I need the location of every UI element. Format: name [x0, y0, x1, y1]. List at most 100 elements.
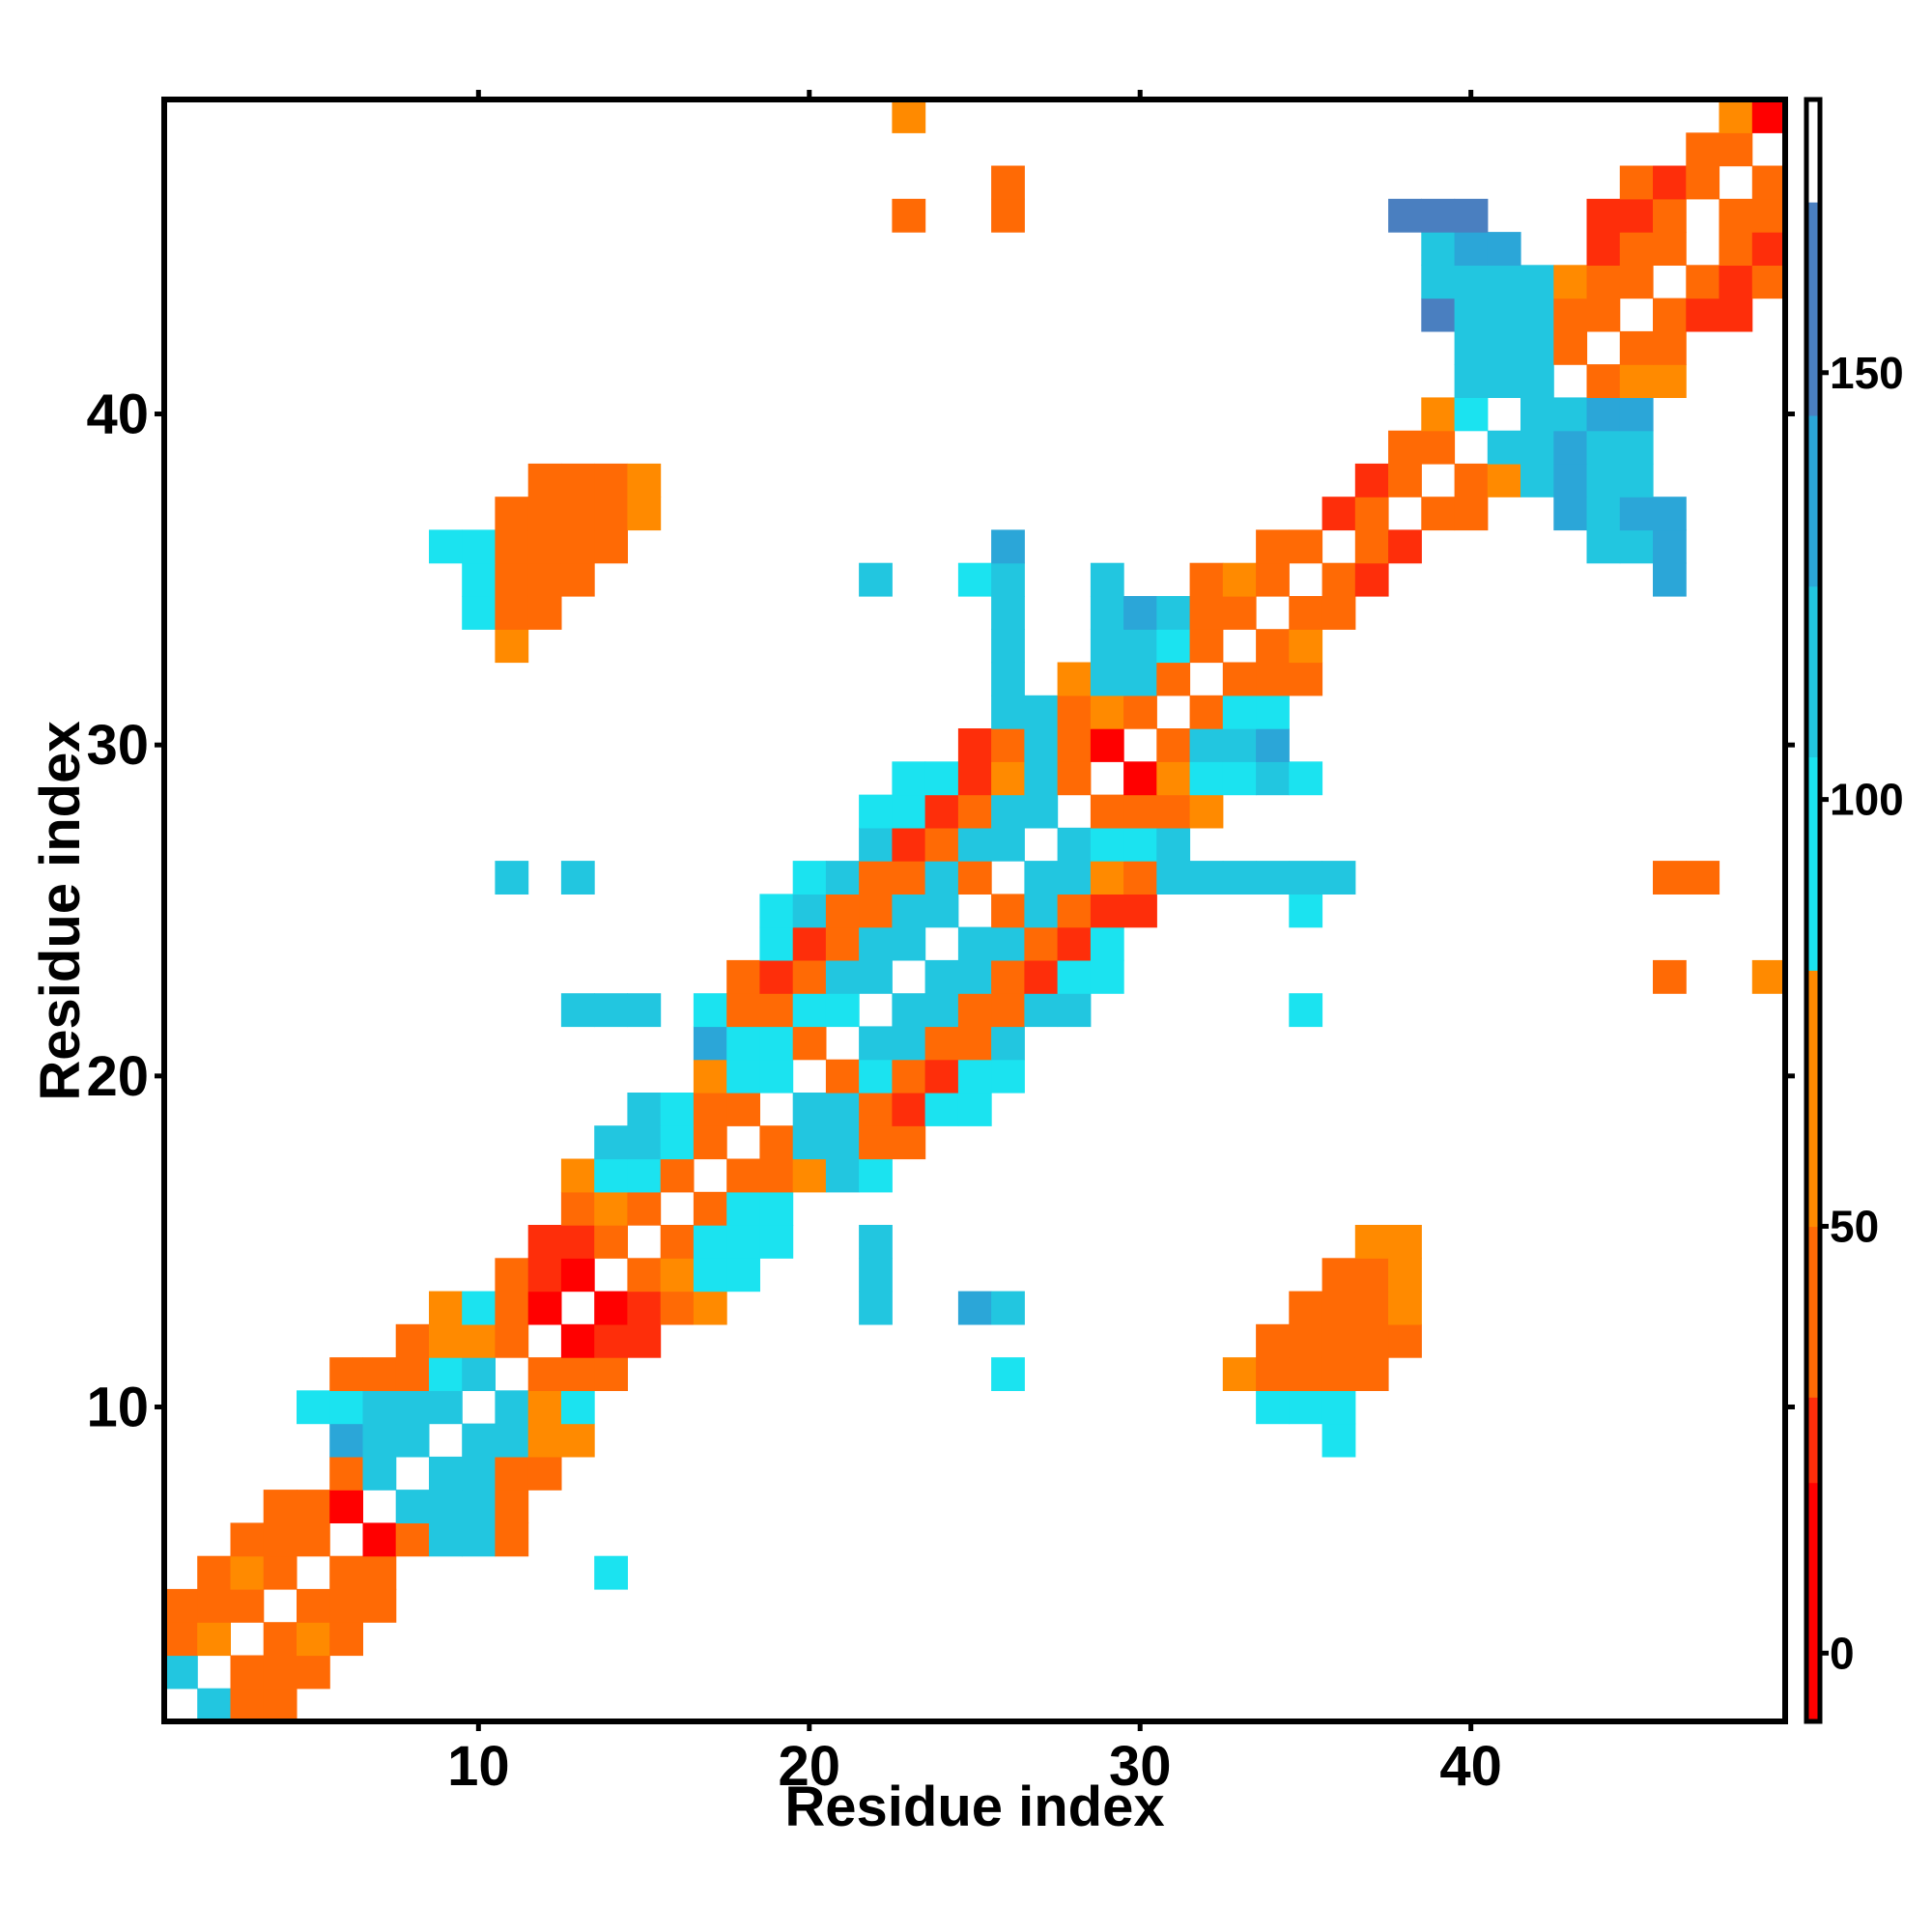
- heatmap-cell: [164, 1655, 198, 1690]
- heatmap-cell: [1222, 596, 1257, 630]
- heatmap-cell: [1189, 861, 1224, 895]
- heatmap-cell: [1156, 761, 1191, 796]
- heatmap-cell: [1289, 861, 1323, 895]
- heatmap-cell: [527, 1291, 562, 1325]
- heatmap-cell: [1156, 794, 1191, 829]
- heatmap-cell: [1256, 728, 1290, 762]
- heatmap-cell: [395, 1390, 430, 1425]
- heatmap-cell: [362, 1522, 397, 1557]
- heatmap-cell: [1123, 861, 1157, 895]
- heatmap-cell: [1719, 232, 1753, 266]
- heatmap-cell: [1156, 861, 1191, 895]
- heatmap-cell: [1256, 1390, 1290, 1425]
- heatmap-cell: [1388, 1225, 1422, 1259]
- heatmap-cell: [859, 1225, 893, 1259]
- heatmap-cell: [957, 1093, 992, 1126]
- heatmap-cell: [1520, 265, 1554, 299]
- heatmap-cell: [560, 1423, 595, 1458]
- heatmap-cell: [924, 894, 959, 928]
- heatmap-cell: [462, 1456, 496, 1491]
- heatmap-cell: [825, 1093, 860, 1126]
- heatmap-cell: [1189, 629, 1224, 664]
- colorbar-band: [1806, 202, 1820, 416]
- heatmap-cell: [495, 1490, 529, 1523]
- heatmap-cell: [1222, 662, 1257, 696]
- colorbar-band: [1806, 1226, 1820, 1398]
- heatmap-cell: [1586, 529, 1621, 564]
- heatmap-cell: [1189, 562, 1224, 597]
- heatmap-cell: [263, 1655, 298, 1690]
- heatmap-cell: [1256, 861, 1290, 895]
- heatmap-cell: [1586, 463, 1621, 497]
- heatmap-cell: [329, 1423, 363, 1458]
- colorbar-band: [1806, 415, 1820, 587]
- heatmap-cell: [1289, 761, 1323, 796]
- heatmap-cell: [1222, 861, 1257, 895]
- colorbar-band: [1806, 1397, 1820, 1484]
- heatmap-cell: [957, 794, 992, 829]
- x-tick-label: 40: [1439, 1735, 1502, 1798]
- heatmap-cell: [1719, 198, 1753, 233]
- colorbar-tick-label: 100: [1830, 775, 1904, 825]
- heatmap-cell: [594, 463, 628, 497]
- heatmap-cell: [726, 993, 760, 1028]
- heatmap-cell: [462, 1357, 496, 1391]
- heatmap-cell: [1653, 165, 1687, 200]
- heatmap-cell: [1289, 662, 1323, 696]
- heatmap-cell: [1354, 562, 1389, 597]
- heatmap-cell: [1751, 198, 1786, 233]
- heatmap-cell: [1619, 364, 1654, 398]
- heatmap-cell: [1487, 364, 1521, 398]
- y-tick-label: 20: [86, 1045, 149, 1108]
- heatmap-cell: [991, 794, 1025, 829]
- heatmap-cell: [693, 993, 727, 1028]
- heatmap-cell: [164, 1622, 198, 1657]
- heatmap-cell: [594, 1125, 628, 1160]
- heatmap-cell: [924, 993, 959, 1028]
- heatmap-cell: [1057, 959, 1092, 994]
- heatmap-cell: [527, 497, 562, 531]
- heatmap-cell: [991, 761, 1025, 796]
- heatmap-cell: [560, 562, 595, 597]
- heatmap-cell: [527, 1357, 562, 1391]
- heatmap-cell: [892, 1026, 926, 1061]
- heatmap-cell: [594, 1291, 628, 1325]
- heatmap-cell: [726, 1026, 760, 1061]
- heatmap-cell: [957, 562, 992, 597]
- heatmap-cell: [1189, 695, 1224, 729]
- heatmap-cell: [892, 926, 926, 961]
- heatmap-cell: [1289, 894, 1323, 928]
- y-tick-labels: 10 20 30 40: [86, 384, 149, 1439]
- heatmap-cell: [1090, 926, 1124, 961]
- heatmap-cell: [859, 1258, 893, 1293]
- heatmap-cell: [1289, 1357, 1323, 1391]
- heatmap-cell: [1123, 596, 1157, 630]
- heatmap-cell: [527, 463, 562, 497]
- heatmap-cell: [859, 894, 893, 928]
- heatmap-cell: [429, 1456, 463, 1491]
- heatmap-cell: [759, 926, 794, 961]
- heatmap-cell: [560, 1225, 595, 1259]
- heatmap-cell: [892, 761, 926, 796]
- heatmap-cell: [197, 1555, 231, 1590]
- heatmap-cell: [1354, 463, 1389, 497]
- heatmap-cell: [726, 1093, 760, 1126]
- heatmap-cell: [297, 1655, 330, 1690]
- heatmap-cell: [892, 99, 926, 133]
- heatmap-cell: [792, 926, 827, 961]
- heatmap-cell: [1388, 1323, 1422, 1358]
- heatmap-cell: [892, 993, 926, 1028]
- heatmap-cell: [560, 1191, 595, 1226]
- heatmap-cell: [759, 1125, 794, 1160]
- heatmap-cell: [1090, 562, 1124, 597]
- heatmap-cell: [1421, 497, 1456, 531]
- x-tick-label: 20: [779, 1735, 841, 1798]
- heatmap-cell: [1321, 1423, 1356, 1458]
- heatmap-cell: [924, 1093, 959, 1126]
- heatmap-cell: [660, 1225, 695, 1259]
- heatmap-cell: [1454, 497, 1489, 531]
- heatmap-cell: [594, 1191, 628, 1226]
- heatmap-cell: [362, 1456, 397, 1491]
- heatmap-cell: [527, 1456, 562, 1491]
- heatmap-cell: [1454, 198, 1489, 233]
